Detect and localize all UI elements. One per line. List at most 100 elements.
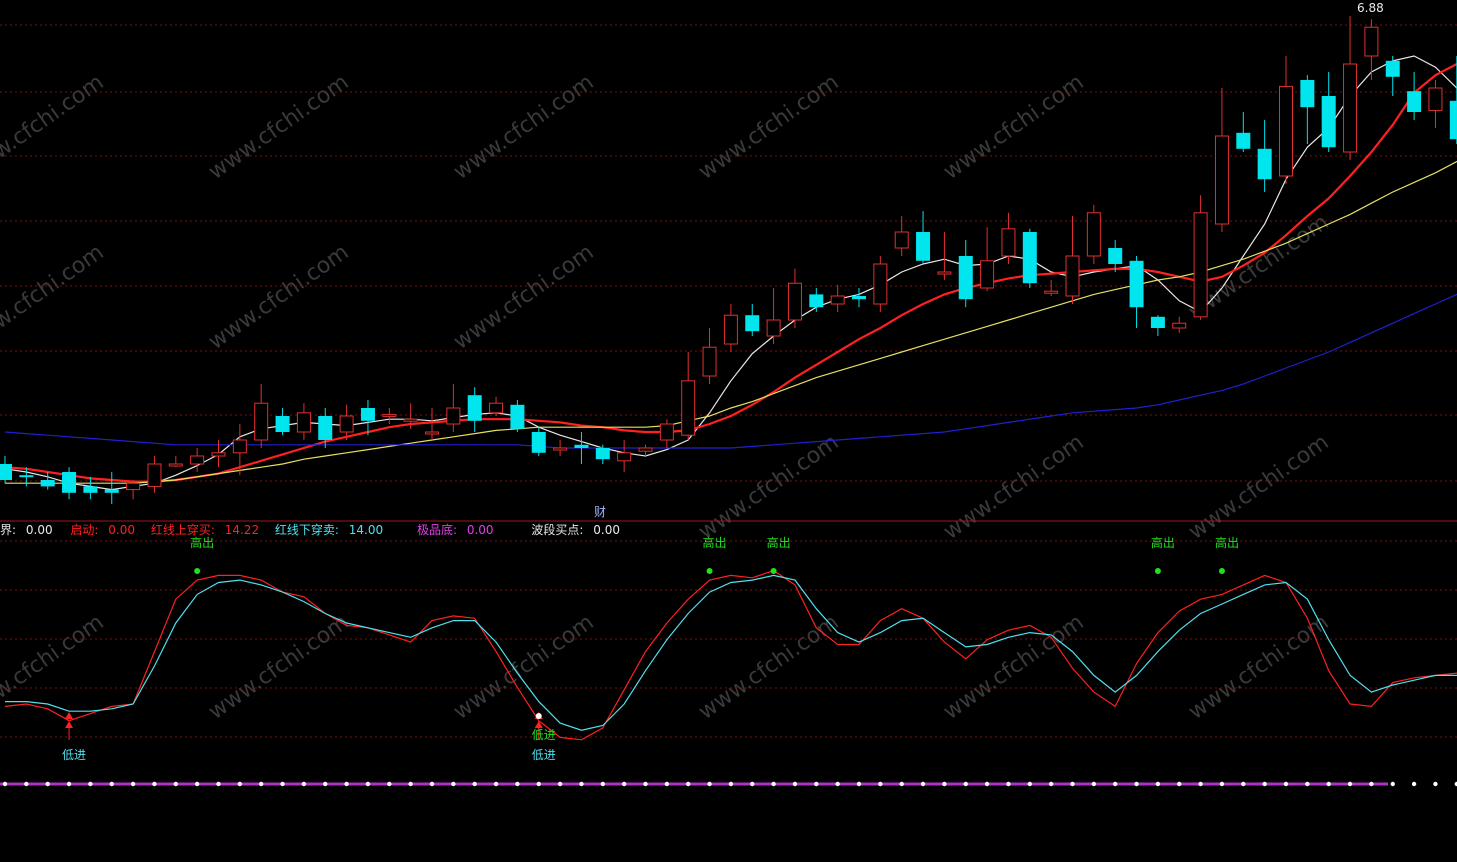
candle-body-up [489, 402, 504, 414]
candle-body-up [147, 463, 162, 487]
candle-body-up [1343, 63, 1358, 153]
baseline-dot [45, 781, 50, 787]
baseline-dot [1283, 781, 1289, 787]
watermark-text: www.cfchi.com [204, 70, 353, 185]
baseline-dot [429, 781, 435, 787]
indicator-legend: 界: 0.00 启动: 0.00 红线上穿买: 14.22 红线下穿卖: 14.… [0, 521, 632, 537]
baseline-dot [728, 781, 734, 787]
baseline-dot [130, 781, 136, 787]
purple-dotted-baseline [0, 781, 1457, 787]
watermark-text: www.cfchi.com [694, 430, 843, 545]
candle [595, 444, 610, 464]
baseline-dot [984, 781, 990, 787]
candle [254, 384, 269, 448]
candle [531, 427, 546, 456]
cai-marker: 财 [594, 505, 606, 519]
candle-body-up [1065, 255, 1080, 297]
candle [574, 432, 589, 464]
candle [1150, 315, 1165, 336]
candle-body-down [467, 395, 482, 421]
watermark-text: www.cfchi.com [0, 610, 109, 725]
candle-body-up [382, 413, 397, 417]
candle [1343, 16, 1358, 160]
candle-body-down [104, 489, 119, 493]
candle [275, 408, 290, 436]
candle [1279, 56, 1293, 184]
candle [1172, 316, 1187, 333]
candle-body-up [168, 463, 183, 467]
candle [425, 408, 439, 440]
baseline-dot [493, 781, 499, 787]
candle-body-up [873, 263, 888, 305]
high-signal-label: 高出 [767, 535, 791, 550]
candle-body-up [1086, 212, 1101, 257]
baseline-dot [664, 781, 670, 787]
candle-body-down [510, 404, 525, 429]
candle-body-down [745, 315, 760, 332]
candle [617, 440, 632, 472]
legend-jipin: 极品底: 0.00 [416, 523, 494, 537]
candle-body-down [958, 256, 973, 300]
candle [1385, 56, 1400, 96]
watermark-text: www.cfchi.com [939, 70, 1088, 185]
candle [1086, 204, 1101, 264]
baseline-dot [643, 781, 648, 787]
candle [937, 232, 952, 280]
candle-body-down [1236, 132, 1251, 149]
watermark-layer: www.cfchi.com www.cfchi.com www.cfchi.com w… [0, 70, 1334, 725]
candle [168, 456, 183, 468]
candle-body-down [83, 486, 98, 493]
high-signal-dot [1154, 568, 1161, 574]
candle-body-up [425, 431, 439, 435]
candle [296, 403, 311, 440]
candle [126, 480, 141, 500]
candle [1129, 256, 1144, 328]
candle-body-up [681, 380, 696, 436]
low-signal-arrow [65, 712, 74, 719]
candle-body-up [1044, 290, 1059, 294]
candle-body-down [1449, 100, 1457, 140]
candle [830, 284, 845, 312]
candle-body-down [809, 294, 824, 308]
baseline-dot [942, 781, 947, 787]
baseline-dot [1369, 781, 1374, 787]
candle [702, 328, 717, 384]
low-signal-label-green: 低进 [532, 728, 556, 742]
candle-body-up [1214, 135, 1229, 225]
oscillator-lines [4, 569, 1457, 741]
baseline-dot [1198, 781, 1203, 787]
candle-body-down [1129, 260, 1144, 308]
low-signal-arrow [65, 721, 74, 728]
baseline-dot [1411, 781, 1417, 787]
candle [638, 444, 653, 456]
baseline-dot [365, 781, 371, 787]
candle-body-down [1321, 96, 1336, 148]
candle [1065, 216, 1080, 304]
candle [1321, 72, 1336, 152]
low-signal-arrow [534, 721, 543, 728]
candle [360, 400, 375, 436]
candle [766, 288, 781, 344]
candle [852, 288, 866, 308]
baseline-dot [600, 781, 605, 787]
candle-body-up [1279, 85, 1293, 177]
candle-body-up [232, 439, 247, 454]
watermark-text: www.cfchi.com [939, 610, 1088, 725]
candle [489, 396, 504, 416]
baseline-dot [66, 781, 72, 787]
candle-body-up [190, 455, 205, 465]
candle-body-down [1150, 316, 1165, 328]
baseline-dot [1326, 781, 1331, 787]
candle-body-down [62, 472, 77, 493]
candle-body-down [40, 480, 55, 487]
candle-body-down [852, 296, 866, 300]
baseline-dot [1113, 781, 1118, 787]
baseline-dot [1177, 781, 1182, 787]
baseline-dot [1134, 781, 1139, 787]
candle [1257, 120, 1272, 192]
baseline-dot [686, 781, 691, 787]
high-signal-dot [1218, 568, 1225, 574]
baseline-dot [323, 781, 328, 787]
candle-body-up [403, 418, 418, 422]
baseline-dot [1241, 781, 1246, 787]
